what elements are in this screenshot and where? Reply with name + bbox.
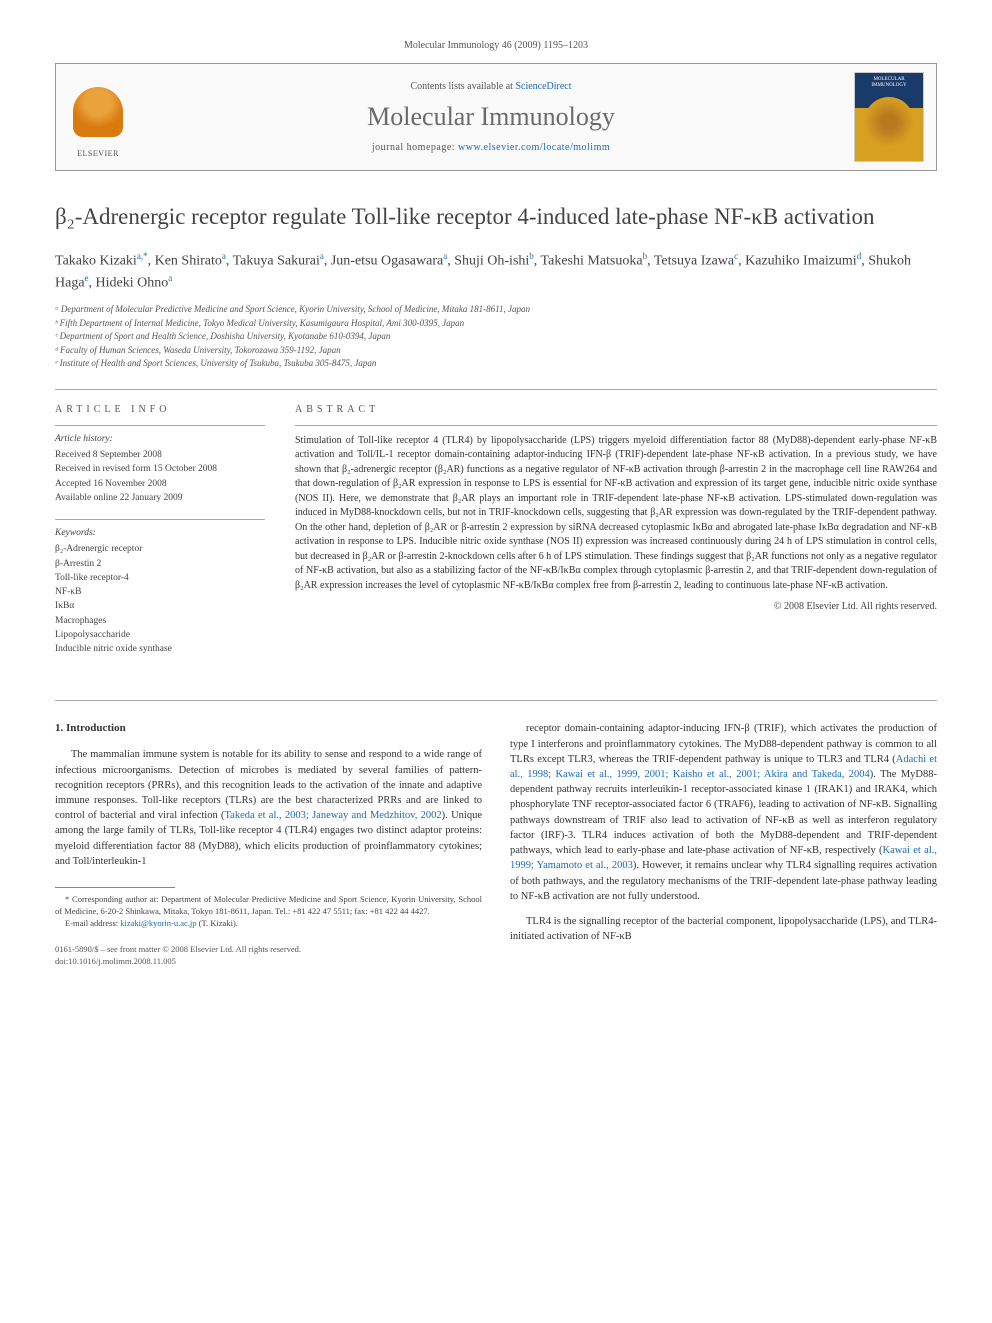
issn-copyright-line: 0161-5890/$ – see front matter © 2008 El… (55, 944, 482, 956)
history-line: Accepted 16 November 2008 (55, 477, 265, 491)
abstract-copyright: © 2008 Elsevier Ltd. All rights reserved… (295, 601, 937, 612)
keyword-item: Inducible nitric oxide synthase (55, 642, 265, 656)
keyword-item: IκBα (55, 599, 265, 613)
body-column-right: receptor domain-containing adaptor-induc… (510, 721, 937, 967)
abstract-heading: ABSTRACT (295, 404, 937, 415)
corresponding-author-footnote: * Corresponding author at: Department of… (55, 894, 482, 918)
section-divider (55, 389, 937, 390)
email-suffix: (T. Kizaki). (197, 918, 238, 928)
body-paragraph: TLR4 is the signalling receptor of the b… (510, 914, 937, 944)
contents-prefix: Contents lists available at (410, 81, 515, 92)
affiliation-line: ᵈ Faculty of Human Sciences, Waseda Univ… (55, 344, 937, 358)
homepage-link[interactable]: www.elsevier.com/locate/molimm (458, 142, 610, 153)
elsevier-tree-icon (68, 77, 128, 147)
sciencedirect-link[interactable]: ScienceDirect (515, 81, 571, 92)
affiliation-line: ᵉ Institute of Health and Sport Sciences… (55, 357, 937, 371)
affiliation-line: ᶜ Department of Sport and Health Science… (55, 330, 937, 344)
email-link[interactable]: kizaki@kyorin-u.ac.jp (120, 918, 196, 928)
author-list: Takako Kizakia,*, Ken Shiratoa, Takuya S… (55, 250, 937, 293)
body-paragraph: receptor domain-containing adaptor-induc… (510, 721, 937, 904)
footnote-divider (55, 887, 175, 888)
doi-line: doi:10.1016/j.molimm.2008.11.005 (55, 956, 482, 968)
abstract-text: Stimulation of Toll-like receptor 4 (TLR… (295, 425, 937, 594)
citation-link[interactable]: Takeda et al., 2003; Janeway and Medzhit… (225, 810, 442, 821)
cover-image-icon (864, 97, 914, 147)
article-title: β₂-Adrenergic receptor regulate Toll-lik… (55, 201, 937, 232)
email-label: E-mail address: (65, 918, 120, 928)
keyword-item: β₂-Adrenergic receptor (55, 542, 265, 556)
cover-title-text: MOLECULAR IMMUNOLOGY (859, 77, 919, 89)
keyword-item: Macrophages (55, 614, 265, 628)
publisher-name: ELSEVIER (77, 149, 119, 158)
publisher-logo-block: ELSEVIER (68, 77, 128, 158)
introduction-heading: 1. Introduction (55, 721, 482, 737)
history-line: Received 8 September 2008 (55, 448, 265, 462)
keyword-item: NF-κB (55, 585, 265, 599)
keywords-label: Keywords: (55, 526, 265, 540)
body-text: receptor domain-containing adaptor-induc… (510, 723, 937, 764)
contents-available-line: Contents lists available at ScienceDirec… (128, 81, 854, 92)
article-info-heading: ARTICLE INFO (55, 404, 265, 415)
journal-title: Molecular Immunology (128, 102, 854, 132)
affiliation-line: ᵃ Department of Molecular Predictive Med… (55, 303, 937, 317)
body-column-left: 1. Introduction The mammalian immune sys… (55, 721, 482, 967)
keyword-item: Lipopolysaccharide (55, 628, 265, 642)
affiliation-line: ᵇ Fifth Department of Internal Medicine,… (55, 317, 937, 331)
article-info-column: ARTICLE INFO Article history: Received 8… (55, 404, 265, 671)
journal-banner: ELSEVIER Contents lists available at Sci… (55, 63, 937, 171)
abstract-column: ABSTRACT Stimulation of Toll-like recept… (295, 404, 937, 671)
history-line: Available online 22 January 2009 (55, 491, 265, 505)
history-line: Received in revised form 15 October 2008 (55, 462, 265, 476)
history-label: Article history: (55, 432, 265, 446)
keyword-item: β-Arrestin 2 (55, 557, 265, 571)
body-paragraph: The mammalian immune system is notable f… (55, 747, 482, 869)
homepage-prefix: journal homepage: (372, 142, 458, 153)
section-divider (55, 700, 937, 701)
journal-cover-thumbnail: MOLECULAR IMMUNOLOGY (854, 72, 924, 162)
body-text: ). The MyD88-dependent pathway recruits … (510, 769, 937, 856)
keyword-item: Toll-like receptor-4 (55, 571, 265, 585)
affiliations-list: ᵃ Department of Molecular Predictive Med… (55, 303, 937, 371)
journal-homepage-line: journal homepage: www.elsevier.com/locat… (128, 142, 854, 153)
running-header: Molecular Immunology 46 (2009) 1195–1203 (55, 40, 937, 51)
keywords-block: Keywords: β₂-Adrenergic receptorβ-Arrest… (55, 519, 265, 656)
article-history-block: Article history: Received 8 September 20… (55, 425, 265, 505)
email-footnote: E-mail address: kizaki@kyorin-u.ac.jp (T… (55, 918, 482, 930)
